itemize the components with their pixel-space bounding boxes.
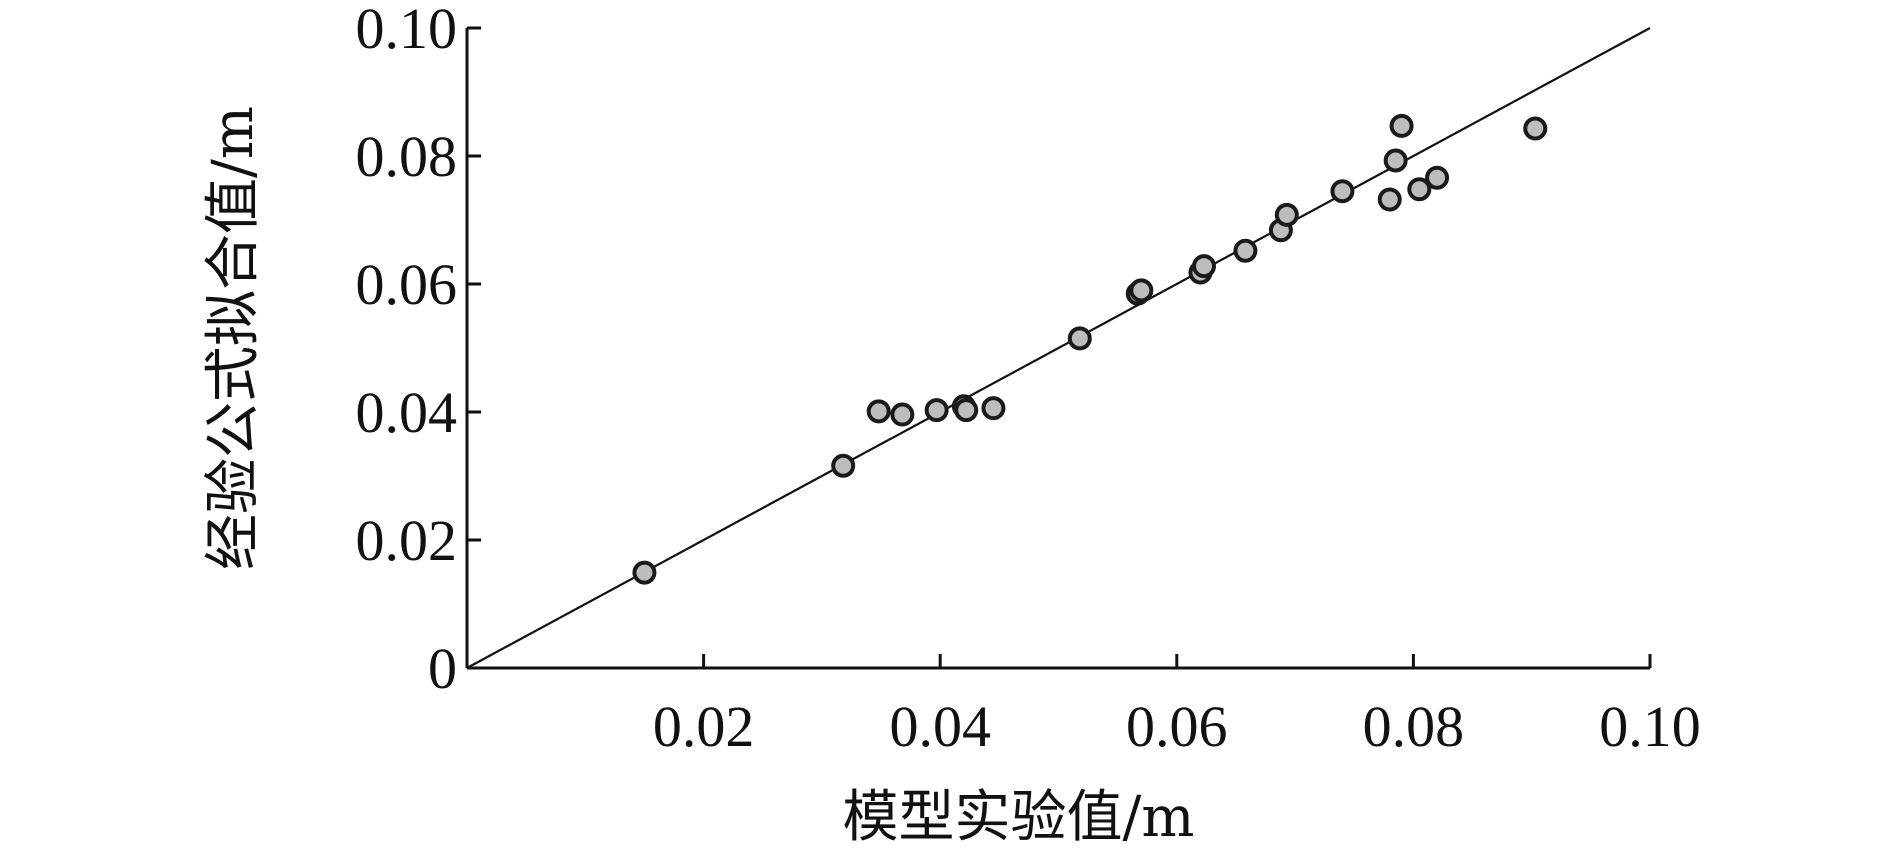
data-point [1389, 113, 1414, 138]
data-point [981, 396, 1006, 421]
y-tick-label: 0.02 [356, 508, 458, 573]
data-point [954, 398, 979, 423]
data-point [1330, 179, 1355, 204]
data-point [890, 402, 915, 427]
data-point [1377, 187, 1402, 212]
y-tick-label: 0 [428, 636, 457, 701]
data-point [1129, 278, 1154, 303]
data-point [1407, 177, 1432, 202]
x-tick-label: 0.08 [1363, 694, 1465, 759]
data-point [866, 399, 891, 424]
x-axis-label: 模型实验值/m [843, 785, 1195, 850]
y-tick-label: 0.08 [356, 124, 458, 189]
y-axis-label: 经验公式拟合值/m [201, 106, 266, 570]
data-point [1425, 165, 1450, 190]
x-tick-label: 0.04 [889, 694, 991, 759]
x-tick-label: 0.06 [1126, 694, 1228, 759]
y-tick-label: 0.04 [356, 380, 458, 445]
data-point [1523, 116, 1548, 141]
x-tick-label: 0.02 [653, 694, 755, 759]
data-point [1067, 326, 1092, 351]
data-point [1274, 202, 1299, 227]
reference-line [466, 27, 1651, 669]
data-point [1192, 254, 1217, 279]
plot-area: 0.02 0.04 0.06 0.08 0.10 0 0.02 0.04 0.06 0.08 0.1… [356, 0, 1701, 759]
data-point [1383, 148, 1408, 173]
data-point [831, 453, 856, 478]
y-tick-label: 0.06 [356, 252, 458, 317]
data-point [632, 560, 657, 585]
y-tick-label: 0.10 [356, 0, 458, 61]
data-point [924, 398, 949, 423]
x-tick-label: 0.10 [1599, 694, 1701, 759]
data-point [1233, 238, 1258, 263]
